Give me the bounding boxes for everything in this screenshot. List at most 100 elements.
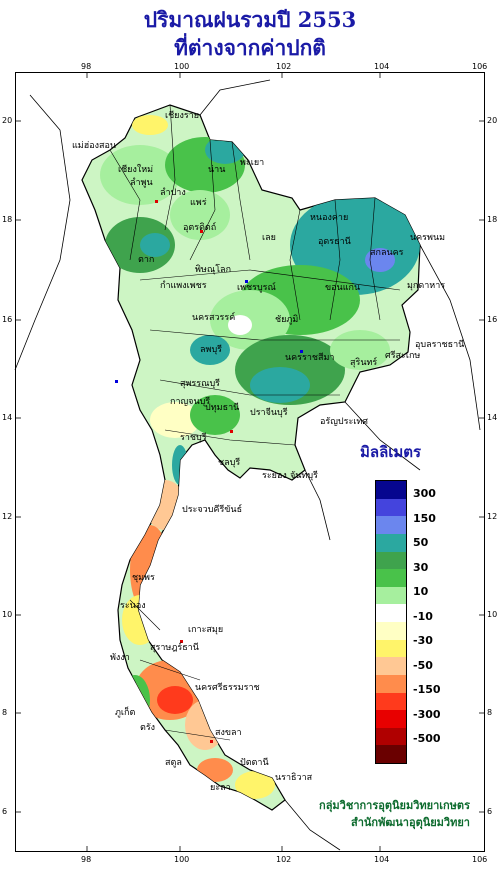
legend-label: -300 xyxy=(413,707,441,721)
province-label: เชียงใหม่ xyxy=(118,164,153,175)
province-label: อุตรดิตถ์ xyxy=(183,221,216,233)
province-label: ยะลา xyxy=(210,783,231,793)
lon-tick-label: 104 xyxy=(374,855,390,864)
legend-swatch xyxy=(376,692,406,711)
lat-tick-label: 6 xyxy=(2,807,8,816)
legend-swatch xyxy=(376,551,406,570)
province-label: จันทบุรี xyxy=(290,470,318,481)
lon-tick-label: 104 xyxy=(374,62,390,71)
province-label: ปทุมธานี xyxy=(205,402,239,413)
province-label: แพร่ xyxy=(190,198,207,208)
province-label: ระนอง xyxy=(120,601,146,611)
province-label: พังงา xyxy=(110,653,130,663)
lon-tick-label: 106 xyxy=(472,62,488,71)
map-title: ปริมาณฝนรวมปี 2553 xyxy=(143,7,357,32)
province-label: เชียงราย xyxy=(165,110,199,121)
lat-tick-label: 18 xyxy=(2,215,13,224)
province-label: พิษณุโลก xyxy=(195,264,231,275)
province-label: สตูล xyxy=(165,758,182,768)
legend-label: 50 xyxy=(413,536,429,549)
province-label: ภูเก็ต xyxy=(115,705,135,718)
province-label: กาญจนบุรี xyxy=(170,396,210,407)
lon-tick-label: 102 xyxy=(276,855,292,864)
province-label: ลำปาง xyxy=(160,187,186,198)
legend-label: 10 xyxy=(413,585,429,598)
province-label: ราชบุรี xyxy=(180,432,207,443)
province-label: ศรีสะเกษ xyxy=(385,350,420,361)
province-label: อรัญประเทศ xyxy=(320,417,368,427)
province-label: นครสวรรค์ xyxy=(192,311,235,323)
lat-tick-label: 16 xyxy=(2,315,13,324)
province-label: สกลนคร xyxy=(370,248,404,258)
province-label: ประจวบคีรีขันธ์ xyxy=(182,503,242,515)
province-label: ลพบุรี xyxy=(200,344,222,355)
legend-label: -10 xyxy=(413,609,433,623)
province-label: ชุมพร xyxy=(132,573,155,583)
map-frame xyxy=(15,72,485,852)
legend-colorbar xyxy=(375,480,407,764)
province-label: ชลบุรี xyxy=(218,457,240,468)
lat-tick-label: 14 xyxy=(2,413,13,422)
lat-tick-label: 20 xyxy=(487,116,498,125)
lat-tick-label: 12 xyxy=(2,512,13,521)
legend-swatch xyxy=(376,516,406,534)
legend-swatch xyxy=(376,569,406,587)
province-label: นราธิวาส xyxy=(275,772,313,783)
lon-tick-label: 100 xyxy=(174,855,190,864)
lon-tick-label: 100 xyxy=(174,62,190,71)
province-label: ตรัง xyxy=(140,723,155,733)
province-label: สงขลา xyxy=(215,728,242,738)
legend-label: 300 xyxy=(413,487,436,500)
legend-swatch xyxy=(376,657,406,675)
lat-tick-label: 18 xyxy=(487,215,498,224)
legend-swatch xyxy=(376,674,406,693)
province-label: ขอนแก่น xyxy=(325,283,360,293)
province-label: นครศรีธรรมราช xyxy=(195,682,260,693)
province-label: ปัตตานี xyxy=(240,757,269,768)
anomaly-contours xyxy=(100,115,420,799)
province-label: นครราชสีมา xyxy=(285,352,334,363)
province-label: เกาะสมุย xyxy=(188,625,223,635)
legend-swatch xyxy=(376,604,406,622)
legend-swatch xyxy=(376,710,406,728)
province-label: น่าน xyxy=(208,165,225,175)
province-label: เพชรบูรณ์ xyxy=(237,281,276,293)
lon-tick-label: 98 xyxy=(81,62,92,71)
legend-swatch xyxy=(376,586,406,605)
legend-swatch xyxy=(376,745,406,763)
province-label: ตาก xyxy=(138,255,154,265)
province-label: เลย xyxy=(262,233,276,243)
legend-label: -150 xyxy=(413,683,441,696)
legend-label: -30 xyxy=(413,634,433,647)
lon-tick-label: 98 xyxy=(81,855,92,864)
province-label: ระยอง xyxy=(262,471,287,481)
province-label: อุดรธานี xyxy=(318,236,351,247)
legend-swatch xyxy=(376,533,406,552)
legend-swatch xyxy=(376,727,406,746)
credit-line-2: สำนักพัฒนาอุตุนิยมวิทยา xyxy=(351,816,470,829)
province-label: พะเยา xyxy=(240,158,264,168)
province-label: นครพนม xyxy=(410,233,445,243)
province-label: สุรินทร์ xyxy=(350,356,377,368)
province-label: สุพรรณบุรี xyxy=(180,378,220,389)
lat-tick-label: 14 xyxy=(487,413,498,422)
lat-tick-label: 16 xyxy=(487,315,498,324)
province-label: อุบลราชธานี xyxy=(415,339,464,350)
legend-swatch xyxy=(376,622,406,640)
province-label: ลำพูน xyxy=(130,177,153,188)
province-borders xyxy=(109,104,401,741)
legend-swatch xyxy=(376,481,406,499)
lat-tick-label: 12 xyxy=(487,512,498,521)
legend-swatch xyxy=(376,639,406,658)
legend-label: -50 xyxy=(413,658,433,672)
province-label: ปราจีนบุรี xyxy=(250,407,288,418)
province-label: แม่ฮ่องสอน xyxy=(72,141,116,151)
legend-label: 30 xyxy=(413,560,429,574)
lat-tick-label: 6 xyxy=(487,807,493,816)
province-label: กำแพงเพชร xyxy=(160,280,207,291)
lon-tick-label: 102 xyxy=(276,62,292,71)
lon-tick-label: 106 xyxy=(472,855,488,864)
province-label: สุราษฎร์ธานี xyxy=(150,641,199,653)
